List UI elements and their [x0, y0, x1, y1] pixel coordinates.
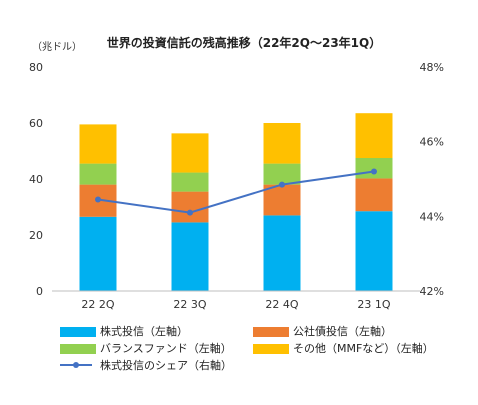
y-tick-label: 0: [36, 285, 43, 298]
bar-segment: [263, 184, 301, 216]
x-tick-label: 22 2Q: [81, 298, 114, 311]
y2-tick-label: 44%: [420, 210, 444, 223]
bar-segment: [79, 216, 117, 291]
x-tick-label: 22 4Q: [265, 298, 298, 311]
y2-tick-label: 42%: [420, 285, 444, 298]
bar-segment: [171, 133, 209, 173]
chart-title: 世界の投資信託の残高推移（22年2Q〜23年1Q）: [107, 35, 382, 50]
y-tick-label: 20: [29, 229, 43, 242]
share-line: [97, 170, 375, 214]
bar-segment: [263, 163, 301, 185]
x-tick-label: 23 1Q: [357, 298, 390, 311]
bar-segment: [263, 215, 301, 291]
bar-segment: [355, 211, 393, 291]
y-tick-label: 80: [29, 61, 43, 74]
bar-segment: [355, 178, 393, 212]
y2-tick-label: 46%: [420, 136, 444, 149]
y2-tick-label: 48%: [420, 61, 444, 74]
bar-segment: [171, 191, 209, 223]
bar-segment: [355, 158, 393, 179]
y-tick-label: 60: [29, 117, 43, 130]
bar-segment: [79, 124, 117, 164]
x-tick-label: 22 3Q: [173, 298, 206, 311]
y-tick-label: 40: [29, 173, 43, 186]
share-point: [371, 168, 377, 175]
bar-segment: [355, 113, 393, 158]
bar-segment: [171, 222, 209, 291]
y-axis-unit-label: （兆ドル）: [32, 41, 82, 53]
bar-segment: [171, 172, 209, 192]
share-point: [187, 209, 193, 216]
bar-segment: [79, 163, 117, 185]
bar-segment: [263, 123, 301, 164]
share-point: [95, 196, 101, 203]
share-point: [279, 181, 285, 188]
